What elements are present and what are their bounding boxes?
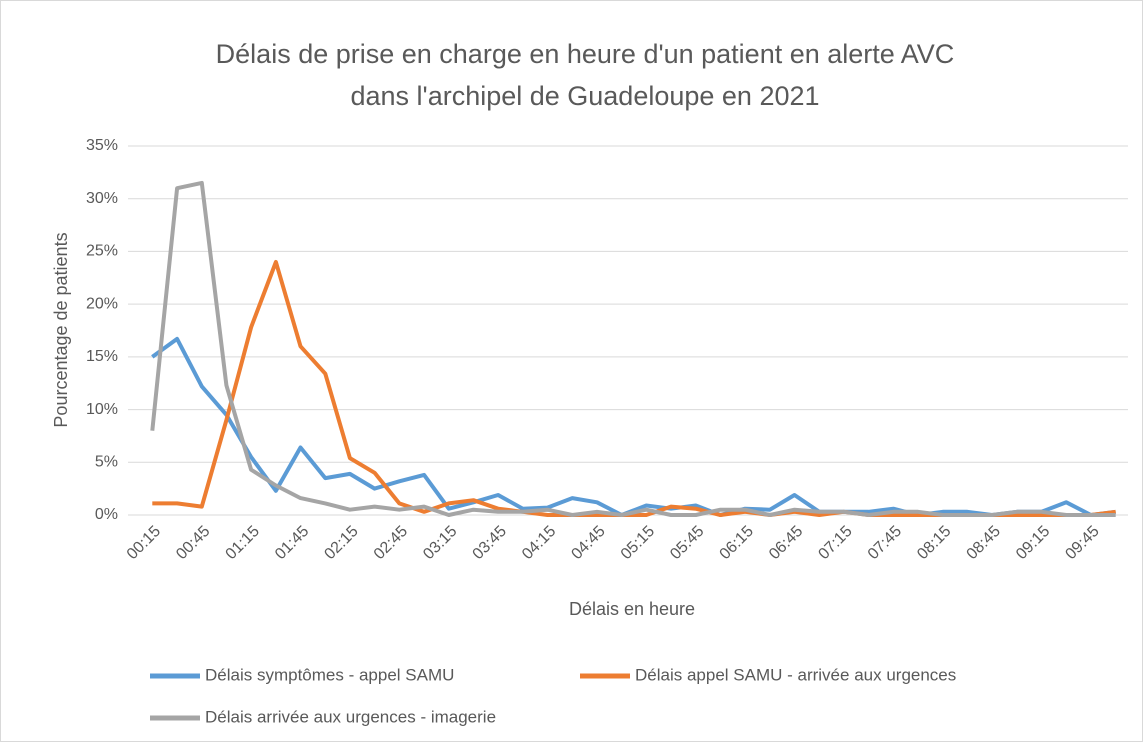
y-tick-label: 25% [86, 243, 118, 260]
series-line [151, 336, 1116, 517]
legend-label: Délais symptômes - appel SAMU [205, 665, 454, 684]
chart-title: dans l'archipel de Guadeloupe en 2021 [350, 81, 819, 111]
series-line [150, 180, 1116, 517]
y-tick-label: 5% [95, 454, 118, 471]
y-tick-label: 0% [95, 506, 118, 523]
y-tick-label: 15% [86, 348, 118, 365]
y-tick-label: 30% [86, 190, 118, 207]
legend-label: Délais appel SAMU - arrivée aux urgences [635, 665, 956, 684]
chart-title: Délais de prise en charge en heure d'un … [216, 39, 955, 69]
y-tick-label: 35% [86, 137, 118, 154]
legend-label: Délais arrivée aux urgences - imagerie [205, 707, 496, 726]
y-tick-label: 20% [86, 295, 118, 312]
y-axis-title: Pourcentage de patients [51, 232, 71, 427]
y-tick-label: 10% [86, 401, 118, 418]
x-axis-title: Délais en heure [569, 599, 695, 619]
